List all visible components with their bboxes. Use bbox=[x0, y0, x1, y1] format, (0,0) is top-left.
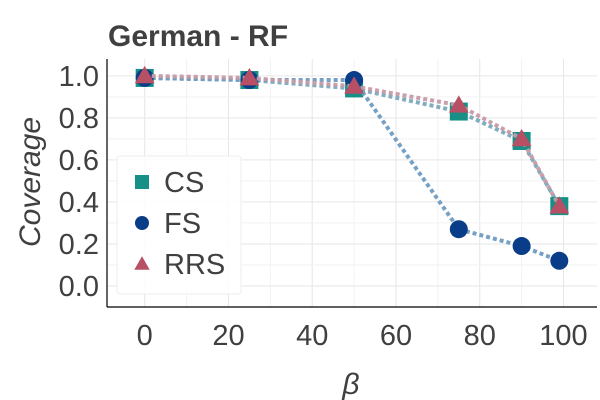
legend-label-cs: CS bbox=[164, 167, 204, 199]
x-tick-label: 20 bbox=[212, 320, 244, 352]
y-axis-label: Coverage bbox=[14, 117, 47, 247]
legend-label-rrs: RRS bbox=[164, 249, 225, 281]
data-point-rrs bbox=[134, 65, 155, 84]
series-rrs bbox=[134, 65, 570, 214]
data-point-rrs bbox=[344, 76, 364, 94]
y-tick-label: 0.6 bbox=[59, 145, 99, 177]
data-point-rrs bbox=[239, 68, 260, 86]
data-point-fs bbox=[512, 237, 531, 256]
data-point-fs bbox=[550, 251, 569, 270]
y-tick-label: 0.0 bbox=[59, 271, 99, 303]
y-tick-label: 0.4 bbox=[59, 187, 99, 219]
chart-title: German - RF bbox=[108, 20, 288, 53]
legend-marker-rrs bbox=[134, 256, 150, 270]
legend-box bbox=[116, 155, 242, 295]
data-point-rrs bbox=[511, 128, 532, 147]
x-tick-label: 80 bbox=[464, 320, 496, 352]
x-axis-label: β bbox=[341, 368, 359, 400]
x-tick-label: 60 bbox=[380, 320, 412, 352]
series-line-rrs bbox=[144, 73, 562, 208]
x-tick-label: 40 bbox=[296, 320, 328, 352]
legend-label-fs: FS bbox=[164, 208, 201, 240]
y-tick-label: 1.0 bbox=[59, 61, 99, 93]
x-tick-label: 0 bbox=[137, 320, 153, 352]
y-tick-label: 0.2 bbox=[59, 229, 99, 261]
legend-marker-cs bbox=[135, 175, 149, 189]
y-tick-label: 0.8 bbox=[59, 103, 99, 135]
legend-marker-fs bbox=[135, 216, 149, 230]
series-layer bbox=[134, 65, 570, 270]
x-tick-label: 100 bbox=[539, 320, 587, 352]
data-point-rrs bbox=[549, 196, 570, 214]
legend: CS FS RRS bbox=[116, 155, 242, 295]
data-point-rrs bbox=[448, 95, 469, 113]
data-point-fs bbox=[449, 220, 468, 239]
axes: 0 20 40 60 80 100 0.0 0.2 0.4 0.6 0.8 1.0 bbox=[59, 59, 597, 352]
